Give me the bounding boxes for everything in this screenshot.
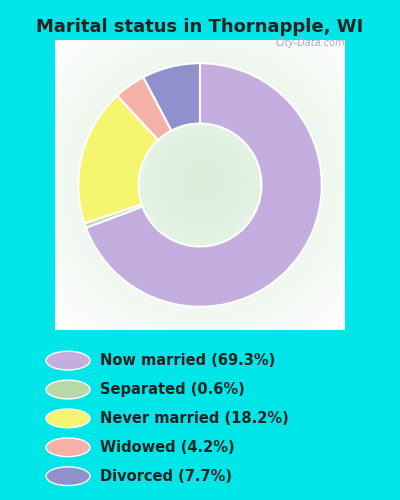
Wedge shape [78, 96, 158, 224]
Text: Separated (0.6%): Separated (0.6%) [100, 382, 245, 397]
Circle shape [46, 351, 90, 370]
Circle shape [46, 409, 90, 428]
Text: City-Data.com: City-Data.com [275, 38, 345, 48]
Circle shape [46, 467, 90, 485]
Wedge shape [86, 63, 322, 307]
Wedge shape [84, 204, 142, 228]
Circle shape [46, 380, 90, 399]
Text: Now married (69.3%): Now married (69.3%) [100, 353, 275, 368]
Wedge shape [117, 77, 172, 140]
Wedge shape [143, 63, 200, 130]
Text: Divorced (7.7%): Divorced (7.7%) [100, 468, 232, 483]
Text: Never married (18.2%): Never married (18.2%) [100, 411, 289, 426]
Text: Widowed (4.2%): Widowed (4.2%) [100, 440, 235, 455]
Text: Marital status in Thornapple, WI: Marital status in Thornapple, WI [36, 18, 364, 36]
Circle shape [46, 438, 90, 456]
